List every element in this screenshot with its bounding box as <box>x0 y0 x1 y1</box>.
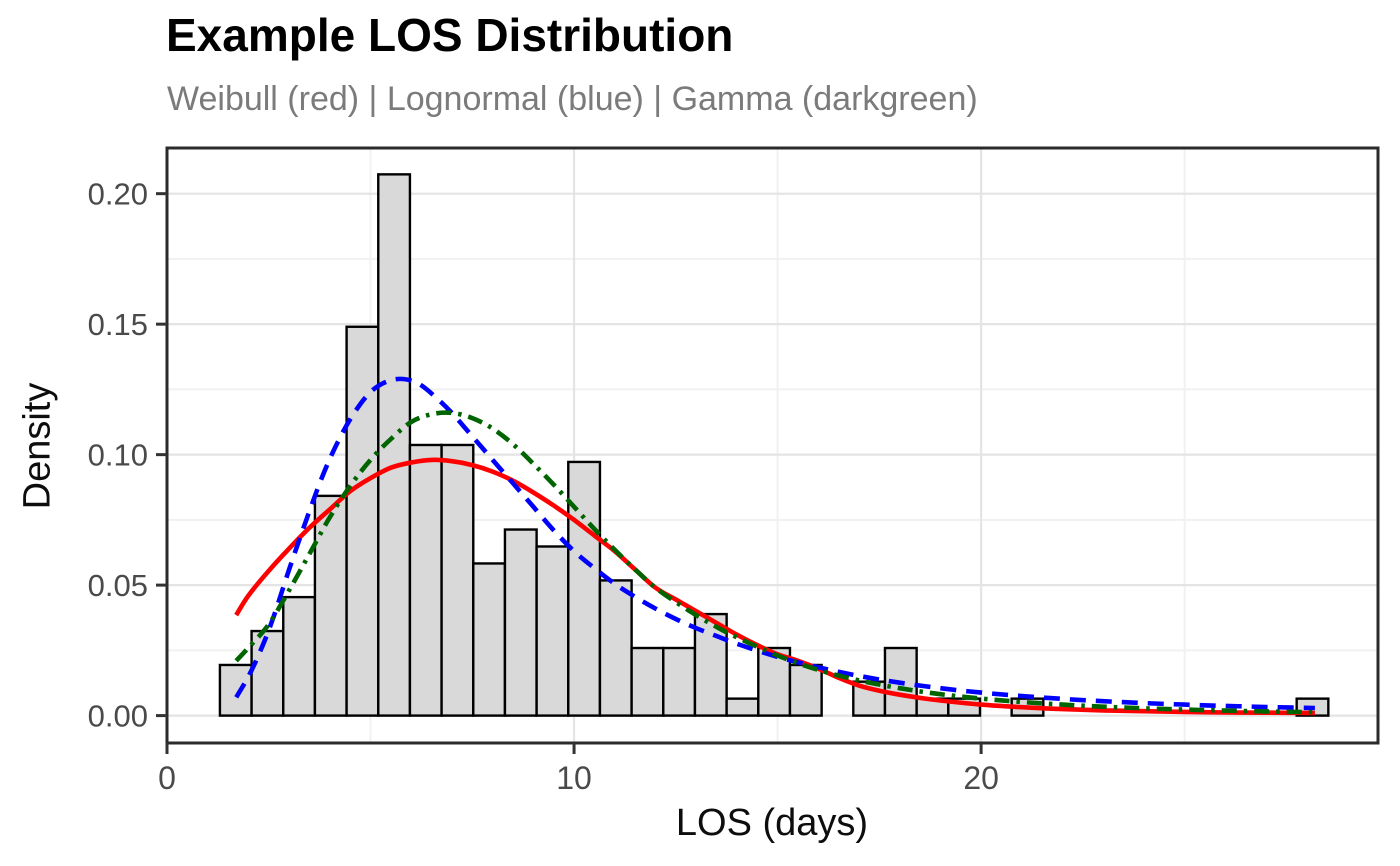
x-tick-label: 20 <box>963 760 999 796</box>
histogram-bar <box>345 325 380 717</box>
panel-border <box>165 146 1380 745</box>
histogram-bar <box>282 595 317 717</box>
x-tick-label: 0 <box>158 760 176 796</box>
y-tick-label: 0.05 <box>88 568 148 603</box>
chart-subtitle: Weibull (red) | Lognormal (blue) | Gamma… <box>167 80 978 118</box>
histogram-bar <box>503 528 538 717</box>
histogram-bar <box>725 697 760 717</box>
x-axis-title: LOS (days) <box>675 802 869 844</box>
histogram-bar <box>408 443 443 717</box>
y-tick-label: 0.00 <box>88 699 148 734</box>
weibull-curve <box>234 457 1315 716</box>
lognormal-curve <box>234 376 1315 711</box>
histogram-bar <box>472 562 507 717</box>
y-tick-label: 0.10 <box>88 438 148 473</box>
chart-title: Example LOS Distribution <box>166 9 734 61</box>
histogram-bar <box>662 646 697 717</box>
histogram-bar <box>313 494 348 717</box>
histogram-bar <box>440 443 475 717</box>
y-axis-title: Density <box>16 382 59 510</box>
histogram-bar <box>218 663 253 717</box>
y-tick-label: 0.15 <box>88 307 148 342</box>
y-tick-label: 0.20 <box>88 177 148 212</box>
histogram-bar <box>250 629 285 717</box>
histogram-bar <box>535 545 570 717</box>
histogram-bar <box>630 646 665 717</box>
histogram-bar <box>598 579 633 717</box>
x-tick-label: 10 <box>556 760 592 796</box>
histogram-bar <box>788 663 823 717</box>
histogram-bar <box>567 460 602 717</box>
